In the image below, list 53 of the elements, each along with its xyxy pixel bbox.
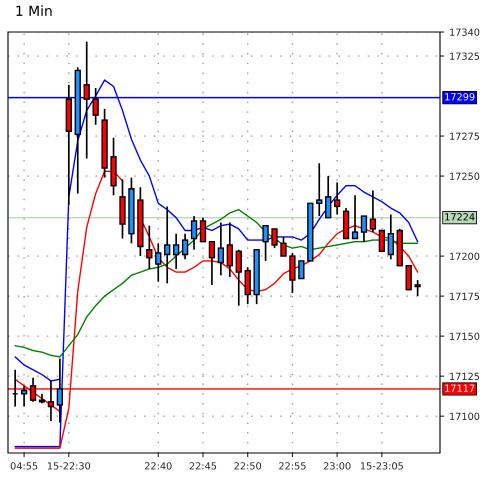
candlestick (325, 175, 332, 219)
line-series (14, 356, 61, 382)
y-tick-label: 17200 (450, 252, 480, 260)
candlestick (236, 248, 242, 307)
candlestick (378, 230, 386, 252)
candlestick (334, 182, 340, 216)
x-tick-label: 04:55 (10, 462, 38, 470)
candlestick (146, 224, 152, 270)
candlestick (370, 190, 376, 233)
candlestick (360, 215, 368, 243)
x-tick-label: 22:55 (279, 462, 306, 470)
candlestick (155, 242, 162, 283)
candlestick (226, 222, 233, 278)
ref-line-label: 17224 (445, 213, 475, 220)
x-tick-label: 22:50 (234, 462, 262, 470)
candlestick (298, 260, 305, 280)
y-tick-label: 17150 (450, 332, 480, 340)
y-tick-label: 17325 (450, 52, 480, 60)
candlestick (56, 358, 64, 424)
candlestick (190, 215, 198, 251)
candlestick (352, 194, 358, 240)
x-tick-label: 15-23:05 (360, 462, 403, 470)
candlestick (164, 206, 170, 284)
candlestick (414, 279, 421, 297)
candlestick (280, 236, 287, 257)
ref-line-label: 17117 (445, 384, 474, 392)
x-tick-label: 22:45 (190, 462, 216, 470)
candlestick (200, 216, 206, 243)
x-tick-label: 15-22:30 (48, 462, 90, 470)
candlestick (12, 368, 18, 408)
candlestick (316, 162, 322, 217)
y-tick-label: 17125 (450, 372, 480, 380)
chart-title: 1 Min (16, 5, 52, 16)
y-tick-label: 17100 (450, 412, 480, 420)
candlestick (218, 222, 224, 276)
candlestick (271, 228, 278, 249)
x-tick-label: 22:40 (144, 462, 172, 470)
candlestick (208, 240, 216, 286)
candlestick (92, 87, 99, 126)
y-tick-label: 17250 (450, 172, 480, 180)
line-series (14, 208, 418, 358)
candlestick (182, 232, 188, 260)
y-tick-label: 17275 (450, 132, 480, 140)
candlestick (172, 232, 180, 270)
y-tick-label: 17340 (450, 28, 480, 36)
ref-line-label: 17299 (445, 93, 474, 100)
candlestick (262, 224, 269, 262)
y-tick-label: 17175 (450, 292, 480, 300)
candlestick (388, 214, 394, 260)
candlestick (38, 392, 46, 404)
candlestick (20, 384, 28, 408)
x-tick-label: 23:00 (324, 462, 351, 470)
candlestick (84, 40, 90, 160)
